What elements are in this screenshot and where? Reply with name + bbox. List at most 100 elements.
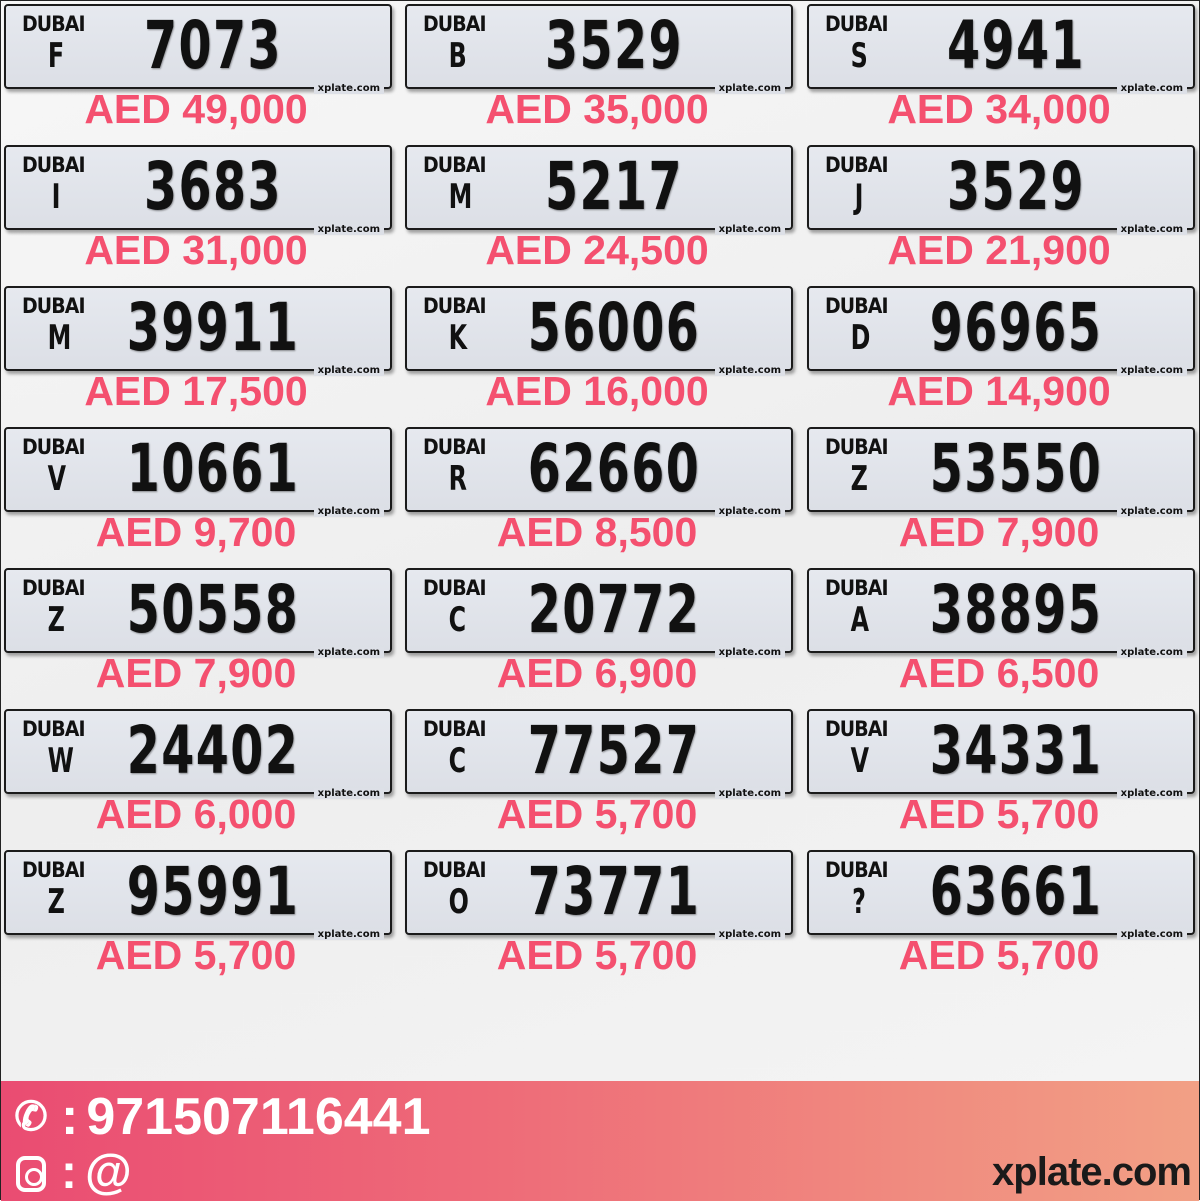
number-plate[interactable]: DUBAI F 7073 xplate.com (4, 4, 392, 94)
plate-listing[interactable]: DUBAI M 39911 xplate.com AED 17,500 (4, 286, 392, 427)
number-plate[interactable]: DUBAI S 4941 xplate.com (807, 4, 1195, 94)
plate-price: AED 6,900 (496, 650, 698, 696)
plate-listing[interactable]: DUBAI O 73771 xplate.com AED 5,700 (405, 850, 793, 991)
plate-listing[interactable]: DUBAI A 38895 xplate.com AED 6,500 (807, 568, 1195, 709)
plate-listing[interactable]: DUBAI Z 95991 xplate.com AED 5,700 (4, 850, 392, 991)
plate-number: 3683 (143, 148, 283, 225)
plate-number: 62660 (527, 430, 701, 507)
plate-number: 20772 (527, 571, 701, 648)
plate-listing[interactable]: DUBAI W 24402 xplate.com AED 6,000 (4, 709, 392, 850)
number-plate[interactable]: DUBAI V 34331 xplate.com (807, 709, 1195, 799)
number-plate[interactable]: DUBAI A 38895 xplate.com (807, 568, 1195, 658)
plate-listing[interactable]: DUBAI ? 63661 xplate.com AED 5,700 (807, 850, 1195, 991)
phone-number[interactable]: 971507116441 (86, 1088, 431, 1146)
plate-watermark: xplate.com (1116, 365, 1187, 376)
plate-listing[interactable]: DUBAI F 7073 xplate.com AED 49,000 (4, 4, 392, 145)
plate-letter: S (850, 36, 868, 76)
plate-number: 96965 (929, 289, 1103, 366)
plate-number: 38895 (929, 571, 1103, 648)
plate-price: AED 21,900 (887, 227, 1111, 273)
emirate-label: DUBAI (825, 435, 889, 459)
plate-watermark: xplate.com (1116, 506, 1187, 517)
instagram-handle[interactable]: @ (84, 1146, 132, 1199)
number-plate[interactable]: DUBAI M 39911 xplate.com (4, 286, 392, 376)
plate-letter: A (850, 600, 870, 640)
plate-letter: ? (852, 882, 866, 922)
plate-letter: C (448, 741, 467, 781)
number-plate[interactable]: DUBAI M 5217 xplate.com (405, 145, 793, 235)
plate-listing[interactable]: DUBAI I 3683 xplate.com AED 31,000 (4, 145, 392, 286)
plate-price: AED 14,900 (887, 368, 1111, 414)
plate-listing[interactable]: DUBAI J 3529 xplate.com AED 21,900 (807, 145, 1195, 286)
emirate-label: DUBAI (22, 294, 86, 318)
plate-number: 3529 (946, 148, 1086, 225)
plate-listing[interactable]: DUBAI V 10661 xplate.com AED 9,700 (4, 427, 392, 568)
number-plate[interactable]: DUBAI C 77527 xplate.com (405, 709, 793, 799)
plate-letter: B (448, 36, 467, 76)
number-plate[interactable]: DUBAI Z 50558 xplate.com (4, 568, 392, 658)
plate-listing[interactable]: DUBAI S 4941 xplate.com AED 34,000 (807, 4, 1195, 145)
number-plate[interactable]: DUBAI ? 63661 xplate.com (807, 850, 1195, 940)
number-plate[interactable]: DUBAI V 10661 xplate.com (4, 427, 392, 517)
plate-number: 95991 (126, 853, 300, 930)
plate-number: 10661 (126, 430, 300, 507)
number-plate[interactable]: DUBAI D 96965 xplate.com (807, 286, 1195, 376)
plate-watermark: xplate.com (714, 224, 785, 235)
plate-letter: V (47, 459, 67, 499)
number-plate[interactable]: DUBAI Z 53550 xplate.com (807, 427, 1195, 517)
plate-number: 53550 (929, 430, 1103, 507)
number-plate[interactable]: DUBAI C 20772 xplate.com (405, 568, 793, 658)
number-plate[interactable]: DUBAI K 56006 xplate.com (405, 286, 793, 376)
plate-letter: V (850, 741, 870, 781)
plate-watermark: xplate.com (714, 506, 785, 517)
plate-listing[interactable]: DUBAI Z 53550 xplate.com AED 7,900 (807, 427, 1195, 568)
emirate-label: DUBAI (825, 717, 889, 741)
plate-number: 77527 (527, 712, 701, 789)
emirate-label: DUBAI (423, 153, 487, 177)
plate-price: AED 49,000 (84, 86, 308, 132)
number-plate[interactable]: DUBAI O 73771 xplate.com (405, 850, 793, 940)
number-plate[interactable]: DUBAI B 3529 xplate.com (405, 4, 793, 94)
plate-listing[interactable]: DUBAI C 20772 xplate.com AED 6,900 (405, 568, 793, 709)
plate-price: AED 35,000 (485, 86, 709, 132)
plate-number: 34331 (929, 712, 1103, 789)
plate-letter: Z (47, 600, 65, 640)
plate-number: 7073 (143, 7, 283, 84)
plate-letter: Z (47, 882, 65, 922)
plate-watermark: xplate.com (714, 83, 785, 94)
plate-price: AED 5,700 (95, 932, 297, 978)
plate-number: 4941 (946, 7, 1086, 84)
plate-listing[interactable]: DUBAI Z 50558 xplate.com AED 7,900 (4, 568, 392, 709)
plate-price: AED 6,500 (898, 650, 1100, 696)
emirate-label: DUBAI (825, 858, 889, 882)
plate-listing[interactable]: DUBAI D 96965 xplate.com AED 14,900 (807, 286, 1195, 427)
emirate-label: DUBAI (423, 858, 487, 882)
plate-price: AED 7,900 (898, 509, 1100, 555)
plate-listing[interactable]: DUBAI M 5217 xplate.com AED 24,500 (405, 145, 793, 286)
plate-watermark: xplate.com (313, 647, 384, 658)
plate-price: AED 17,500 (84, 368, 308, 414)
number-plate[interactable]: DUBAI W 24402 xplate.com (4, 709, 392, 799)
number-plate[interactable]: DUBAI J 3529 xplate.com (807, 145, 1195, 235)
plate-letter: C (448, 600, 467, 640)
emirate-label: DUBAI (22, 717, 86, 741)
plate-listing[interactable]: DUBAI K 56006 xplate.com AED 16,000 (405, 286, 793, 427)
plate-listing[interactable]: DUBAI R 62660 xplate.com AED 8,500 (405, 427, 793, 568)
plate-price: AED 5,700 (898, 932, 1100, 978)
number-plate[interactable]: DUBAI Z 95991 xplate.com (4, 850, 392, 940)
phone-row: ✆ : 971507116441 (7, 1087, 431, 1147)
number-plate[interactable]: DUBAI R 62660 xplate.com (405, 427, 793, 517)
plate-watermark: xplate.com (1116, 224, 1187, 235)
plate-price: AED 34,000 (887, 86, 1111, 132)
plate-number: 5217 (544, 148, 684, 225)
phone-icon: ✆ (14, 1095, 48, 1139)
number-plate[interactable]: DUBAI I 3683 xplate.com (4, 145, 392, 235)
emirate-label: DUBAI (423, 576, 487, 600)
plate-listing[interactable]: DUBAI B 3529 xplate.com AED 35,000 (405, 4, 793, 145)
emirate-label: DUBAI (423, 294, 487, 318)
plate-listing[interactable]: DUBAI V 34331 xplate.com AED 5,700 (807, 709, 1195, 850)
plate-watermark: xplate.com (313, 365, 384, 376)
plate-listing[interactable]: DUBAI C 77527 xplate.com AED 5,700 (405, 709, 793, 850)
plate-letter: W (47, 741, 74, 781)
emirate-label: DUBAI (22, 12, 86, 36)
